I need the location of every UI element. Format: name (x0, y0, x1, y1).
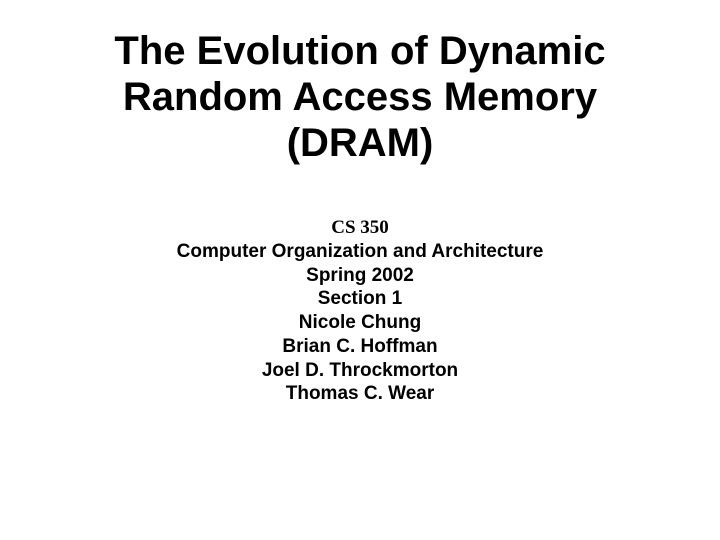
term: Spring 2002 (0, 264, 720, 288)
author-4: Thomas C. Wear (0, 382, 720, 406)
title-line-3: (DRAM) (0, 120, 720, 166)
section: Section 1 (0, 287, 720, 311)
author-1: Nicole Chung (0, 311, 720, 335)
subtitle-block: CS 350 Computer Organization and Archite… (0, 216, 720, 406)
author-3: Joel D. Throckmorton (0, 359, 720, 383)
slide-title: The Evolution of Dynamic Random Access M… (0, 28, 720, 166)
course-code: CS 350 (0, 216, 720, 240)
title-slide: The Evolution of Dynamic Random Access M… (0, 0, 720, 540)
title-line-1: The Evolution of Dynamic (0, 28, 720, 74)
author-2: Brian C. Hoffman (0, 335, 720, 359)
course-name: Computer Organization and Architecture (0, 240, 720, 264)
title-line-2: Random Access Memory (0, 74, 720, 120)
